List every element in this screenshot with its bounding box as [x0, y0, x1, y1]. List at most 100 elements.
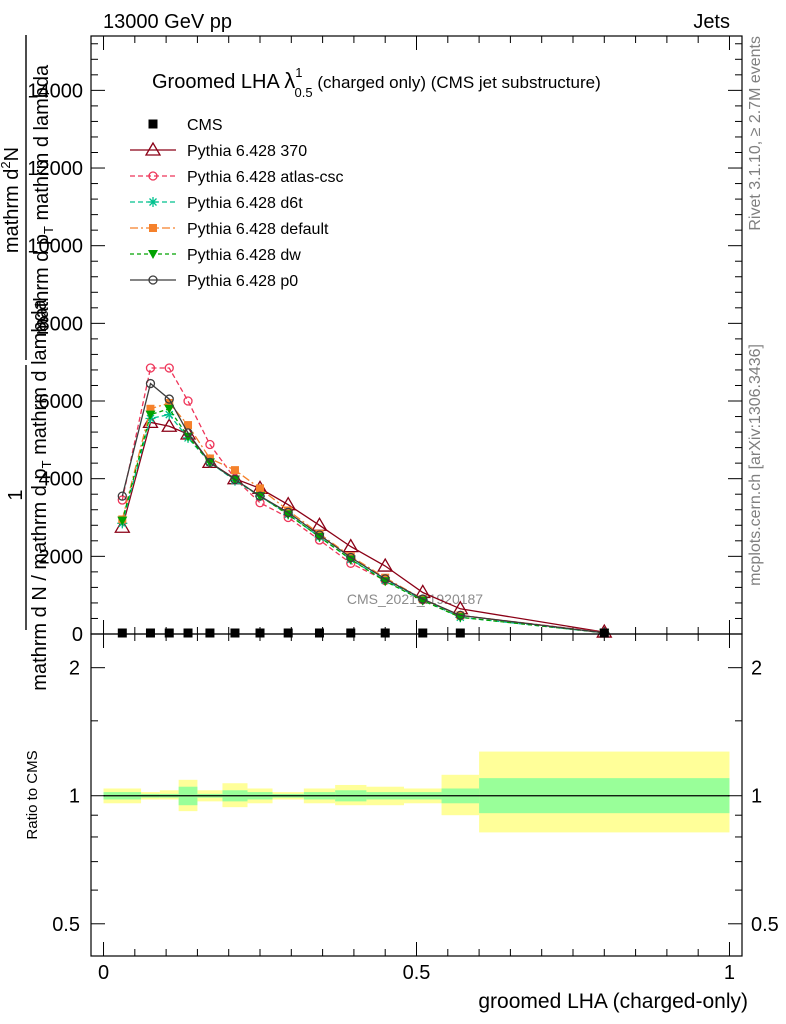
legend-label-cms: CMS: [187, 117, 223, 134]
ratio-y-tick-label: 1: [69, 786, 80, 808]
data-point-dw: [417, 596, 428, 606]
main-ylabel-top: mathrm d: [1, 169, 23, 253]
legend-marker-default: [149, 224, 157, 232]
main-title: Groomed LHA λ1 0.5 (charged only) (CMS je…: [152, 65, 601, 100]
legend-label-d6t: Pythia 6.428 d6t: [187, 195, 303, 212]
series-line-dw: [121, 408, 605, 634]
data-point-atlas_csc: [205, 439, 215, 450]
main-panel: 0 2000 4000 6000 8000 10000 12000 14000 CMS_202…: [27, 35, 743, 646]
data-point-p0: [117, 491, 127, 501]
y-tick-label: 8000: [39, 313, 84, 335]
legend-label-p0: Pythia 6.428 p0: [187, 273, 298, 290]
data-point-cms: [183, 628, 193, 638]
legend-marker-p0: [148, 275, 158, 285]
y-tick-label: 14000: [27, 80, 83, 102]
data-point-p0: [205, 457, 215, 468]
legend-label-default: Pythia 6.428 default: [187, 221, 329, 238]
watermark: CMS_2021_I1920187: [347, 591, 483, 607]
data-point-default: [256, 484, 265, 493]
main-ylabel-part1: mathrm d N / mathrm d p: [29, 468, 51, 690]
data-point-p0: [164, 394, 174, 404]
main-ylabel-bottom-rest: mathrm d lambda: [31, 64, 53, 226]
main-axis-ticks: 0 2000 4000 6000 8000 10000 12000 14000: [27, 36, 742, 646]
data-point-cms: [145, 628, 155, 638]
header-process: 13000 GeV pp: [103, 11, 232, 33]
data-point-dw: [345, 555, 356, 565]
ratio-frame: [90, 633, 743, 957]
data-point-dw: [145, 410, 156, 420]
x-tick-label: 0: [98, 962, 109, 984]
main-title-sup: 1: [295, 65, 302, 80]
data-point-p0: [255, 491, 265, 501]
data-point-cms: [205, 628, 215, 638]
main-ylabel-top-sup: 2: [0, 161, 13, 168]
data-point-p0: [455, 610, 465, 621]
y-tick-label: 6000: [39, 391, 84, 413]
main-ylabel-denominator: mathrm d pT mathrm d lambda: [31, 64, 56, 335]
data-point-default: [184, 421, 193, 430]
ratio-y-tick-label-right: 1: [751, 786, 762, 808]
legend-marker-atlas_csc: [148, 171, 158, 181]
data-point-default: [146, 404, 155, 413]
data-point-atlas_csc: [183, 396, 193, 406]
data-point-d6t: [164, 409, 175, 420]
y-tick-label: 10000: [27, 236, 83, 258]
data-point-p370: [342, 538, 359, 553]
y-tick-label: 12000: [27, 158, 83, 180]
data-point-p370: [161, 417, 178, 432]
main-ylabel-part1-rest: mathrm d lambda: [29, 298, 51, 460]
ratio-y-tick-label: 2: [69, 658, 80, 680]
series-line-p370: [121, 421, 605, 633]
y-tick-label: 2000: [39, 546, 84, 568]
ratio-axis-ticks: 0.5 0.5 1 1 2 2 0 0.5 1: [52, 634, 779, 984]
data-point-cms: [380, 628, 390, 638]
main-ylabel-top-rest: N: [1, 147, 23, 161]
legend-marker-cms: [148, 119, 158, 129]
main-title-sub: 0.5: [295, 85, 313, 100]
series-line-p0: [121, 382, 605, 634]
series-cms: [117, 628, 609, 638]
data-point-dw: [380, 577, 391, 587]
data-point-cms: [314, 628, 324, 638]
data-point-p0: [380, 574, 390, 584]
legend-label-atlas_csc: Pythia 6.428 atlas-csc: [187, 169, 344, 186]
data-point-p0: [145, 378, 156, 389]
legend-marker-d6t: [148, 197, 158, 207]
y-tick-label: 4000: [39, 469, 84, 491]
main-ylabel: 1 mathrm d N / mathrm d pT mathrm d lamb…: [0, 35, 56, 691]
main-ylabel-numerator: mathrm d2N: [0, 147, 23, 253]
legend-marker-p370: [144, 141, 162, 156]
data-point-cms: [230, 628, 240, 638]
y-tick-label: 0: [72, 624, 83, 646]
ratio-panel: 0.5 0.5 1 1 2 2 0 0.5 1: [52, 633, 779, 984]
data-point-p0: [230, 474, 240, 485]
main-ylabel-prefix: 1: [5, 489, 27, 500]
main-title-text: Groomed LHA: [152, 71, 284, 93]
data-point-cms: [255, 628, 265, 638]
data-point-atlas_csc: [164, 363, 174, 373]
data-point-p0: [283, 507, 293, 518]
data-point-dw: [314, 532, 325, 542]
data-point-atlas_csc: [145, 363, 156, 373]
data-point-p0: [183, 428, 193, 438]
main-ylabel-bottom-sub: T: [41, 226, 56, 234]
main-title-symbol: λ: [284, 68, 295, 93]
data-point-dw: [117, 516, 128, 526]
x-axis-label: groomed LHA (charged-only): [478, 990, 748, 1013]
data-point-dw: [283, 510, 294, 520]
data-point-cms: [164, 628, 174, 638]
data-point-cms: [418, 628, 428, 638]
x-tick-label: 1: [724, 962, 735, 984]
ratio-y-tick-label-right: 2: [751, 658, 762, 680]
ratio-bands: [103, 751, 730, 833]
legend-label-dw: Pythia 6.428 dw: [187, 247, 301, 264]
data-point-cms: [455, 628, 465, 638]
data-point-dw: [164, 404, 175, 414]
data-point-p0: [418, 594, 428, 604]
data-point-cms: [346, 628, 356, 638]
x-tick-label: 0.5: [403, 962, 431, 984]
main-series: [114, 363, 613, 638]
ratio-y-tick-label-right: 0.5: [751, 914, 779, 936]
main-ylabel-part1-sub: T: [39, 460, 54, 468]
